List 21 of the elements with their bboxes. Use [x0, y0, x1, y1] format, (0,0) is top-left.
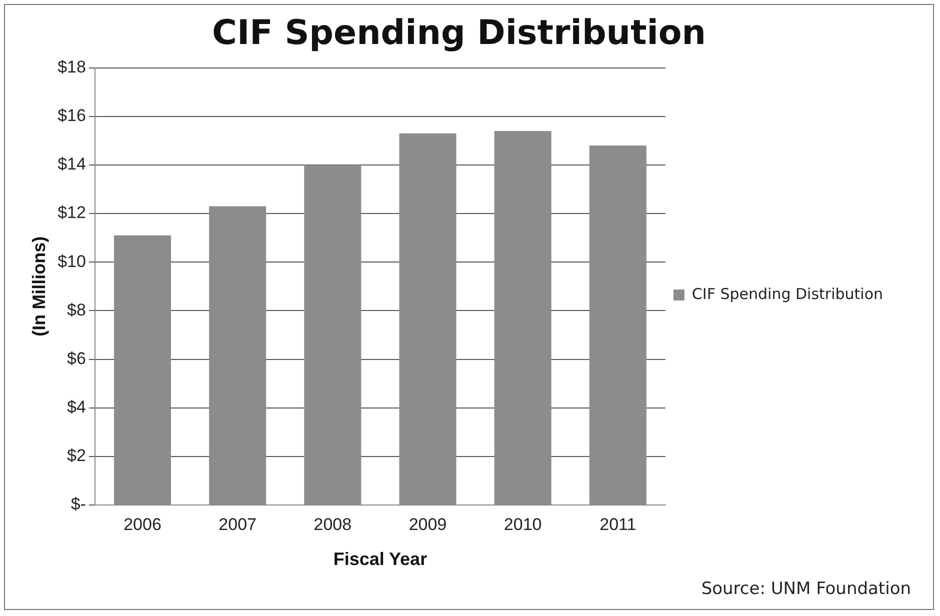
y-tick-label: $18: [58, 57, 86, 76]
x-axis-title: Fiscal Year: [333, 549, 428, 570]
legend-label: CIF Spending Distribution: [692, 284, 884, 303]
x-tick-label: 2009: [408, 514, 447, 534]
x-tick-label: 2011: [600, 514, 636, 534]
y-tick-label: $16: [58, 106, 86, 126]
chart-title: CIF Spending Distribution: [212, 13, 706, 54]
y-tick-label: $10: [58, 252, 86, 271]
y-axis-title: (In Millions): [28, 236, 49, 336]
source-note: Source: UNM Foundation: [701, 579, 911, 599]
y-tick-label: $-: [70, 494, 86, 514]
y-tick-label: $2: [67, 446, 86, 466]
y-tick-label: $12: [58, 203, 86, 222]
x-tick-label: 2006: [124, 514, 162, 534]
y-tick-label: $4: [67, 398, 86, 417]
y-tick-label: $8: [67, 300, 86, 320]
y-tick-label: $14: [58, 154, 86, 174]
x-tick-label: 2010: [504, 514, 542, 534]
x-tick-label: 2007: [218, 514, 256, 534]
x-tick-label: 2008: [314, 514, 352, 534]
y-tick-label: $6: [67, 348, 86, 368]
